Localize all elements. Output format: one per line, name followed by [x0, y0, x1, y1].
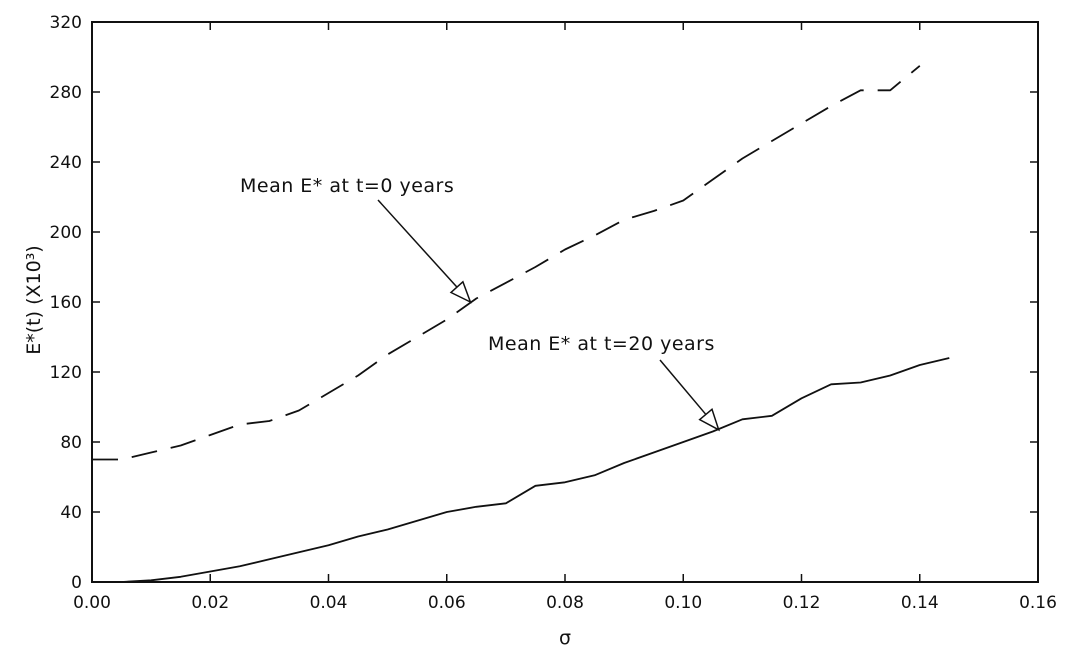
x-axis-label: σ	[559, 627, 571, 649]
annotation-t0-arrowhead	[449, 280, 472, 304]
annotation-t0-arrow-shaft	[377, 199, 458, 288]
y-tick-label: 80	[60, 433, 82, 453]
annotation-t20-arrowhead	[698, 408, 720, 432]
annotation-layer: Mean E* at t=0 years Mean E* at t=20 year…	[240, 175, 720, 432]
annotation-t0-label: Mean E* at t=0 years	[240, 175, 454, 197]
x-tick-label: 0.00	[73, 593, 111, 613]
y-axis-label: E*(t) (X10³)	[23, 245, 45, 354]
y-tick-label: 0	[71, 573, 82, 593]
series-layer	[92, 65, 950, 583]
y-tick-label: 320	[50, 13, 82, 33]
annotation-t20-label: Mean E* at t=20 years	[488, 333, 715, 355]
series-line-t0	[92, 65, 921, 461]
y-tick-label: 160	[50, 293, 82, 313]
y-tick-label: 240	[50, 153, 82, 173]
x-tick-label: 0.14	[901, 593, 939, 613]
plot-frame	[91, 21, 1039, 583]
annotation-t20-arrow-shaft	[659, 359, 707, 415]
x-tick-label: 0.08	[546, 593, 584, 613]
x-tick-label: 0.10	[664, 593, 702, 613]
x-tick-label: 0.02	[191, 593, 229, 613]
y-tick-label: 40	[60, 503, 82, 523]
x-tick-label: 0.04	[310, 593, 348, 613]
y-tick-label: 120	[50, 363, 82, 383]
x-ticks: 0.00 0.02 0.04 0.06 0.08 0.10 0.12 0.14 0.16	[73, 22, 1057, 613]
x-tick-label: 0.06	[428, 593, 466, 613]
y-ticks: 0 40 80 120 160 200 240 280 320	[50, 13, 1038, 593]
x-tick-label: 0.12	[783, 593, 821, 613]
x-tick-label: 0.16	[1019, 593, 1057, 613]
y-tick-label: 200	[50, 223, 82, 243]
y-tick-label: 280	[50, 83, 82, 103]
series-line-t20	[92, 357, 950, 583]
